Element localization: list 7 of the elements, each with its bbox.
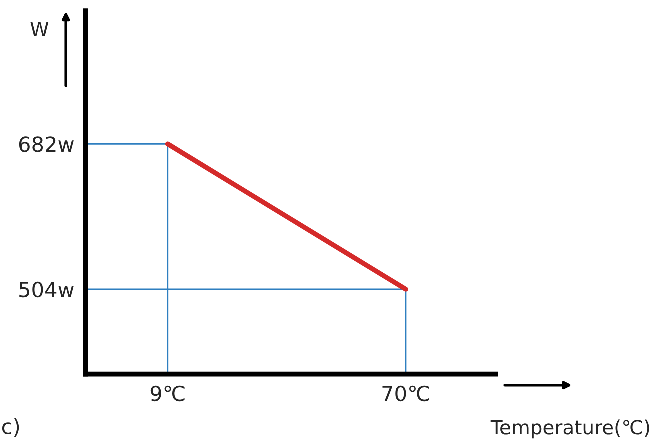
y-axis-title: W (30, 22, 49, 36)
x-tick-label: 70℃ (382, 386, 430, 402)
x-axis-title: Temperature(℃) (490, 420, 650, 439)
y-tick-label: 504w (20, 282, 74, 298)
y-tick-label: 682w (19, 136, 74, 152)
text: c) (2, 418, 20, 437)
x-tick-label: 9℃ (150, 386, 185, 402)
